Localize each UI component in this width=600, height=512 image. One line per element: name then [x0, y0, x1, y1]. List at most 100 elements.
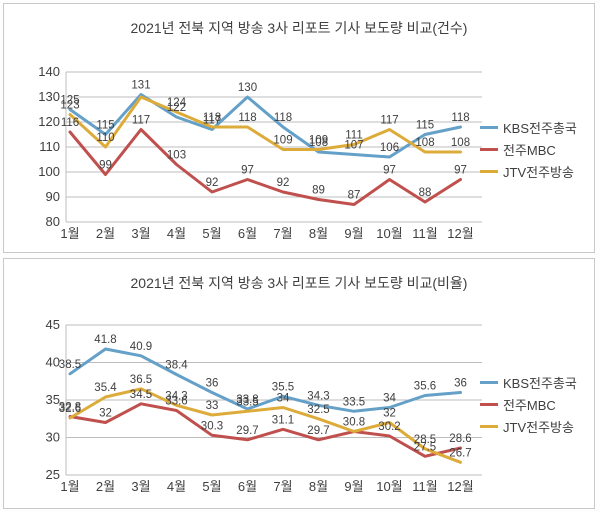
data-label: 122 [167, 102, 186, 114]
data-label: 87 [348, 190, 361, 202]
data-label: 116 [61, 117, 79, 129]
legend-item-jtv: JTV전주방송 [480, 160, 592, 182]
x-tick-label: 12월 [447, 479, 473, 494]
data-label: 32 [383, 408, 396, 420]
x-tick-label: 6월 [238, 479, 257, 494]
data-label: 111 [345, 130, 362, 142]
data-label: 109 [273, 135, 292, 147]
data-label: 92 [206, 177, 219, 189]
data-label: 115 [96, 120, 114, 132]
data-label: 33.8 [236, 394, 258, 406]
legend-item-kbs: KBS전주총국 [480, 371, 592, 393]
data-label: 117 [132, 115, 150, 127]
counts-chart-panel: 80 90 100 110 120 130 140 1월 2월 3월 4월 5월 6월 7월 8월 9월 10월… [3, 3, 595, 253]
chart-title-ratio: 2021년 전북 지역 방송 3사 리포트 기사 보도량 비교(비율) [130, 275, 468, 291]
y-tick-label: 100 [38, 164, 60, 179]
x-tick-label: 1월 [60, 479, 79, 494]
y-tick-label: 120 [38, 114, 60, 129]
data-label: 36 [454, 378, 467, 390]
y-tick-label: 30 [46, 430, 60, 445]
data-label: 35.4 [94, 382, 117, 394]
data-label: 31.1 [272, 414, 294, 426]
x-tick-label: 4월 [167, 479, 186, 494]
data-label: 34.3 [165, 390, 187, 402]
y-tick-label: 40 [46, 355, 60, 370]
data-label: 28.6 [449, 433, 471, 445]
data-label: 32.5 [307, 404, 329, 416]
data-label: 108 [451, 137, 470, 149]
y-tick-label: 90 [46, 189, 60, 204]
data-label: 117 [380, 115, 398, 127]
y-tick-label: 80 [46, 214, 60, 229]
data-label: 35.5 [272, 381, 294, 393]
series-line-kbs [68, 347, 462, 413]
data-label: 92 [277, 177, 290, 189]
y-tick-label: 110 [39, 139, 60, 154]
data-label: 30.2 [378, 421, 400, 433]
chart-title-counts: 2021년 전북 지역 방송 3사 리포트 기사 보도량 비교(건수) [130, 20, 468, 36]
x-tick-label: 5월 [202, 226, 221, 241]
series-line-jtv [68, 387, 462, 464]
data-label: 38.5 [59, 359, 81, 371]
data-label: 40.9 [130, 341, 152, 353]
y-tick-label: 25 [46, 467, 60, 482]
data-label: 36 [206, 378, 219, 390]
x-tick-label: 7월 [273, 479, 292, 494]
legend-ratio: KBS전주총국 전주MBC JTV전주방송 [480, 371, 592, 437]
data-label: 33 [206, 400, 219, 412]
data-label: 34.3 [307, 390, 329, 402]
data-label: 117 [203, 115, 221, 127]
data-label: 29.7 [236, 425, 258, 437]
data-label: 97 [383, 165, 396, 177]
x-tick-label: 12월 [447, 226, 473, 241]
data-label: 97 [241, 165, 254, 177]
legend-item-mbc: 전주MBC [480, 393, 592, 415]
data-label: 38.4 [165, 360, 188, 372]
data-label: 125 [60, 95, 79, 107]
legend-item-kbs: KBS전주총국 [480, 116, 592, 138]
x-tick-label: 6월 [238, 226, 257, 241]
series-line-jtv [68, 95, 462, 154]
x-tick-label: 11월 [412, 226, 437, 241]
series-line-mbc [68, 402, 462, 458]
data-label: 26.7 [449, 447, 471, 459]
x-tick-label: 5월 [202, 479, 221, 494]
mbc-line-swatch [480, 402, 498, 406]
data-label: 27.5 [414, 441, 436, 453]
data-label: 29.7 [307, 425, 329, 437]
data-label: 34 [383, 393, 396, 405]
x-tick-label: 3월 [131, 479, 150, 494]
counts-chart-svg: 80 90 100 110 120 130 140 1월 2월 3월 4월 5월 6월 7월 8월 9월 10월… [38, 64, 482, 241]
data-label: 32 [99, 408, 112, 420]
data-label: 97 [454, 165, 467, 177]
legend-label-mbc: 전주MBC [503, 142, 556, 158]
data-label: 115 [416, 120, 434, 132]
data-label: 32.8 [59, 402, 81, 414]
data-label: 36.5 [130, 374, 152, 386]
data-label: 30.3 [201, 420, 223, 432]
data-label: 103 [167, 150, 186, 162]
y-tick-label: 45 [46, 317, 60, 332]
data-label: 34 [277, 393, 290, 405]
legend-item-jtv: JTV전주방송 [480, 415, 592, 437]
jtv-line-swatch [480, 424, 498, 428]
data-label: 33.6 [165, 396, 187, 408]
x-tick-label: 9월 [344, 479, 363, 494]
y-tick-label: 130 [38, 89, 60, 104]
ratio-chart-panel: 25 30 35 40 45 1월 2월 3월 4월 5월 6월 7월 8월 9월 10월 11월 12월 38.… [3, 258, 595, 509]
series-line-kbs [68, 93, 462, 159]
ratio-chart-svg: 25 30 35 40 45 1월 2월 3월 4월 5월 6월 7월 8월 9월 10월 11월 12월 38.… [46, 317, 482, 494]
legend-item-mbc: 전주MBC [480, 138, 592, 160]
data-label: 131 [131, 80, 150, 92]
x-tick-label: 10월 [376, 226, 402, 241]
x-tick-label: 8월 [309, 226, 328, 241]
data-label: 107 [344, 140, 363, 152]
legend-label-mbc: 전주MBC [503, 397, 556, 413]
legend-label-kbs: KBS전주총국 [503, 120, 577, 136]
data-label: 110 [96, 132, 114, 144]
data-label: 130 [238, 82, 257, 94]
x-tick-label: 7월 [273, 226, 292, 241]
y-tick-label: 35 [46, 392, 60, 407]
data-label: 123 [60, 100, 79, 112]
data-label: 108 [309, 137, 328, 149]
